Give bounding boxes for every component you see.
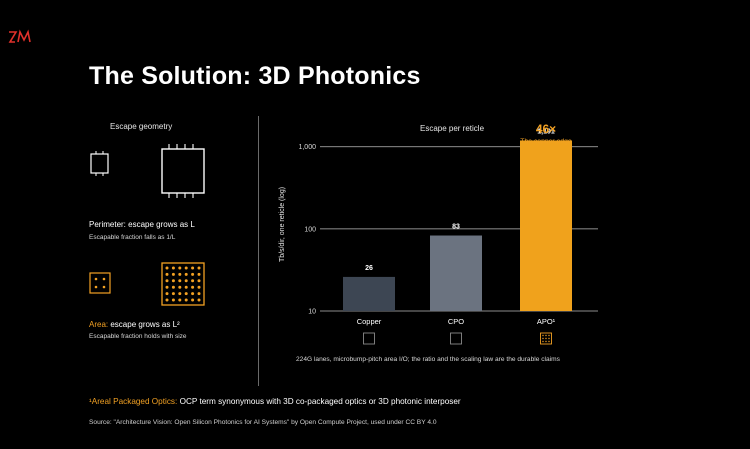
- area-chip-bump: [191, 266, 195, 270]
- chart-caption: 224G lanes, microbump-pitch area I/O; th…: [296, 356, 560, 363]
- area-chip-bump: [191, 292, 195, 296]
- area-title-rest: escape grows as L²: [108, 320, 180, 329]
- large-perimeter-chip-icon: [161, 144, 205, 198]
- apo-chip-bump: [545, 340, 547, 343]
- bar-cpo: [430, 235, 482, 311]
- apo-footnote: ¹Areal Packaged Optics: OCP term synonym…: [89, 397, 461, 406]
- area-chip-bump: [171, 266, 175, 270]
- small-area-chip-icon: [89, 272, 111, 294]
- source-note: Source: "Architecture Vision: Open Silic…: [89, 419, 437, 426]
- area-chip-bump: [165, 272, 169, 276]
- area-chip-bump: [197, 298, 201, 302]
- category-chip-icon: [540, 332, 552, 345]
- apo-footnote-definition: OCP term synonymous with 3D co-packaged …: [177, 397, 461, 406]
- area-chip-bump: [165, 298, 169, 302]
- apo-chip-bump: [548, 334, 550, 337]
- callout-ratio: 46×: [536, 122, 556, 136]
- area-chip-bump: [184, 298, 188, 302]
- area-chip-bump: [171, 279, 175, 283]
- area-chip-bump: [171, 272, 175, 276]
- apo-chip-bump: [545, 337, 547, 340]
- apo-chip-bump: [548, 340, 550, 343]
- area-chip-bump: [171, 292, 175, 296]
- area-title: Area: escape grows as L²: [89, 320, 180, 329]
- area-chip-bump: [171, 298, 175, 302]
- callout-text: The copper edge: [520, 138, 572, 145]
- area-chip-bump: [184, 285, 188, 289]
- y-tick-label: 1,000: [298, 144, 316, 151]
- area-chip-bump: [178, 292, 182, 296]
- page-title: The Solution: 3D Photonics: [89, 62, 421, 90]
- area-chip-bump: [178, 272, 182, 276]
- bar-copper: [343, 276, 395, 311]
- area-subtitle: Escapable fraction holds with size: [89, 333, 187, 340]
- area-chip-bump: [197, 279, 201, 283]
- area-chip-bump: [178, 279, 182, 283]
- apo-chip-bump: [545, 334, 547, 337]
- ocp-logo: [8, 29, 31, 43]
- area-chip-bump: [184, 272, 188, 276]
- panel-divider: [258, 116, 259, 386]
- small-perimeter-chip-icon: [90, 151, 109, 176]
- bar-value-label: 26: [365, 265, 373, 272]
- category-chip-icon: [450, 332, 462, 345]
- area-chip-bump: [178, 285, 182, 289]
- x-tick-label: Copper: [357, 317, 382, 326]
- area-chip-bump: [165, 266, 169, 270]
- y-tick-label: 10: [308, 309, 316, 316]
- area-chip-bump: [191, 279, 195, 283]
- area-chip-bump: [184, 266, 188, 270]
- area-chip-bump: [171, 285, 175, 289]
- escape-geometry-heading: Escape geometry: [110, 122, 173, 131]
- area-chip-bump: [184, 292, 188, 296]
- area-chip-bump: [197, 266, 201, 270]
- category-chip-icon: [363, 332, 375, 345]
- apo-chip-bump: [548, 337, 550, 340]
- x-tick-label: APO¹: [537, 317, 556, 326]
- area-chip-bump: [165, 285, 169, 289]
- x-tick-label: CPO: [448, 317, 464, 326]
- area-chip-bump: [191, 272, 195, 276]
- escape-per-reticle-chart: Escape per reticle 10 100 1,000 Tb/s/dir, on…: [279, 122, 598, 345]
- apo-chip-bump: [542, 340, 544, 343]
- apo-footnote-term: ¹Areal Packaged Optics:: [89, 397, 178, 406]
- y-axis-label: Tb/s/dir, one reticle (log): [279, 187, 286, 262]
- area-chip-bump: [165, 279, 169, 283]
- area-chip-bump: [178, 266, 182, 270]
- area-chip-bump: [197, 285, 201, 289]
- y-tick-label: 100: [304, 226, 316, 233]
- apo-chip-bump: [542, 334, 544, 337]
- bar-value-label: 1,191: [537, 128, 555, 135]
- perimeter-subtitle: Escapable fraction falls as 1/L: [89, 234, 176, 241]
- apo-chip-bump: [542, 337, 544, 340]
- bar-apo: [520, 140, 572, 311]
- area-title-prefix: Area:: [89, 320, 109, 329]
- area-chip-bump: [191, 298, 195, 302]
- area-chip-bump: [191, 285, 195, 289]
- area-chip-bump: [197, 272, 201, 276]
- area-chip-bump: [184, 279, 188, 283]
- area-chip-bump: [165, 292, 169, 296]
- large-area-chip-icon: [161, 262, 205, 306]
- area-chip-bump: [197, 292, 201, 296]
- chart-title: Escape per reticle: [420, 124, 485, 133]
- bar-value-label: 83: [452, 224, 460, 231]
- perimeter-title: Perimeter: escape grows as L: [89, 220, 195, 229]
- area-chip-bump: [178, 298, 182, 302]
